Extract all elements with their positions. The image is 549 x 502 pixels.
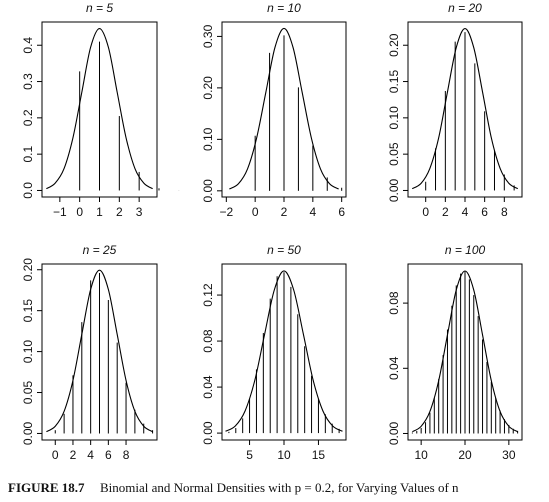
normal-curve: [412, 270, 518, 433]
y-tick-label: 0.10: [201, 127, 215, 151]
y-tick-label: 0.08: [201, 329, 215, 353]
y-tick-label: 0.1: [21, 145, 35, 162]
x-tick-label: 0: [422, 205, 429, 219]
y-tick-label: 0.15: [21, 299, 35, 323]
y-tick-label: 0.20: [387, 33, 401, 57]
panel-title: n = 5: [86, 1, 113, 15]
y-tick-label: 0.20: [21, 258, 35, 282]
y-tick-label: 0.00: [201, 179, 215, 203]
x-tick-label: 0: [252, 205, 259, 219]
x-tick-label: 6: [338, 205, 345, 219]
x-tick-label: 20: [458, 448, 472, 462]
x-tick-label: 2: [281, 205, 288, 219]
y-tick-label: 0.10: [387, 106, 401, 130]
panel-title: n = 25: [83, 243, 117, 257]
normal-curve: [229, 27, 339, 190]
panel-title: n = 10: [267, 1, 301, 15]
x-tick-label: 4: [309, 205, 316, 219]
caption-text: Binomial and Normal Densities with p = 0…: [100, 480, 459, 495]
x-tick-label: 10: [414, 448, 428, 462]
x-tick-label: 2: [116, 205, 123, 219]
panel-title: n = 50: [267, 243, 301, 257]
x-tick-label: 5: [246, 448, 253, 462]
x-tick-label: 6: [481, 205, 488, 219]
y-tick-label: 0.00: [21, 421, 35, 445]
normal-curve: [46, 27, 153, 190]
y-tick-label: 0.08: [387, 291, 401, 315]
y-tick-label: 0.04: [201, 375, 215, 399]
normal-curve: [225, 270, 343, 432]
y-tick-label: 0.04: [387, 356, 401, 380]
y-tick-label: 0.00: [201, 421, 215, 445]
y-tick-label: 0.15: [387, 70, 401, 94]
x-tick-label: 15: [312, 448, 326, 462]
x-tick-label: 3: [136, 205, 143, 219]
y-tick-label: 0.30: [201, 24, 215, 48]
y-tick-label: 0.20: [201, 76, 215, 100]
x-tick-label: 2: [70, 448, 77, 462]
x-tick-label: 0: [52, 448, 59, 462]
x-tick-label: 8: [123, 448, 130, 462]
x-tick-label: 0: [76, 205, 83, 219]
y-tick-label: 0.12: [201, 283, 215, 307]
y-tick-label: 0.2: [21, 109, 35, 126]
x-tick-label: 2: [442, 205, 449, 219]
y-tick-label: 0.10: [21, 340, 35, 364]
y-tick-label: 0.3: [21, 73, 35, 90]
x-tick-label: 8: [501, 205, 508, 219]
x-tick-label: 4: [462, 205, 469, 219]
y-tick-label: 0.0: [21, 182, 35, 199]
y-tick-label: 0.4: [21, 37, 35, 54]
caption-label: FIGURE 18.7: [8, 480, 85, 495]
x-tick-label: 30: [502, 448, 516, 462]
normal-curve: [411, 27, 519, 190]
y-tick-label: 0.05: [21, 381, 35, 405]
y-tick-label: 0.05: [387, 142, 401, 166]
normal-curve: [46, 269, 153, 433]
y-tick-label: 0.00: [387, 178, 401, 202]
panel-title: n = 20: [448, 1, 482, 15]
x-tick-label: 10: [277, 448, 291, 462]
y-tick-label: 0.00: [387, 421, 401, 445]
x-tick-label: 4: [87, 448, 94, 462]
x-tick-label: −1: [53, 205, 67, 219]
x-tick-label: −2: [219, 205, 233, 219]
x-tick-label: 6: [105, 448, 112, 462]
panel-title: n = 100: [445, 243, 486, 257]
x-tick-label: 1: [96, 205, 103, 219]
